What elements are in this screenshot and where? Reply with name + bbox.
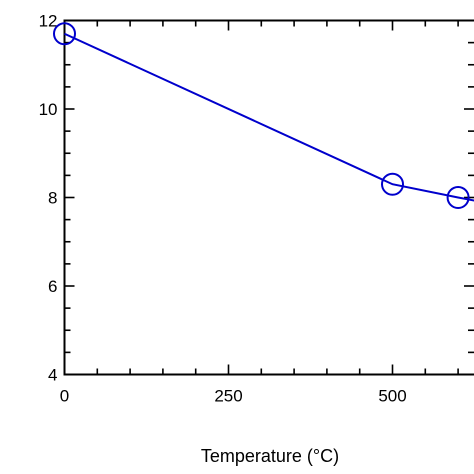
- series-line: [64, 32, 474, 202]
- y-tick-label: 8: [48, 189, 57, 208]
- data-series: [53, 22, 474, 209]
- data-point: [381, 172, 404, 196]
- y-tick-label: 12: [39, 12, 58, 31]
- y-tick-label: 6: [48, 277, 57, 296]
- y-tick-label: 10: [39, 100, 58, 119]
- axis-tick-labels: 0250500750100012504681012: [39, 12, 407, 406]
- data-point: [446, 186, 470, 209]
- x-axis-title: Temperature (°C): [201, 446, 339, 466]
- axis-ticks: [63, 19, 474, 376]
- y-tick-label: 4: [48, 366, 57, 385]
- x-tick-label: 250: [214, 387, 242, 406]
- data-point: [53, 22, 76, 46]
- plot-frame: [63, 19, 474, 376]
- x-tick-label: 0: [60, 387, 69, 406]
- x-tick-label: 500: [378, 387, 406, 406]
